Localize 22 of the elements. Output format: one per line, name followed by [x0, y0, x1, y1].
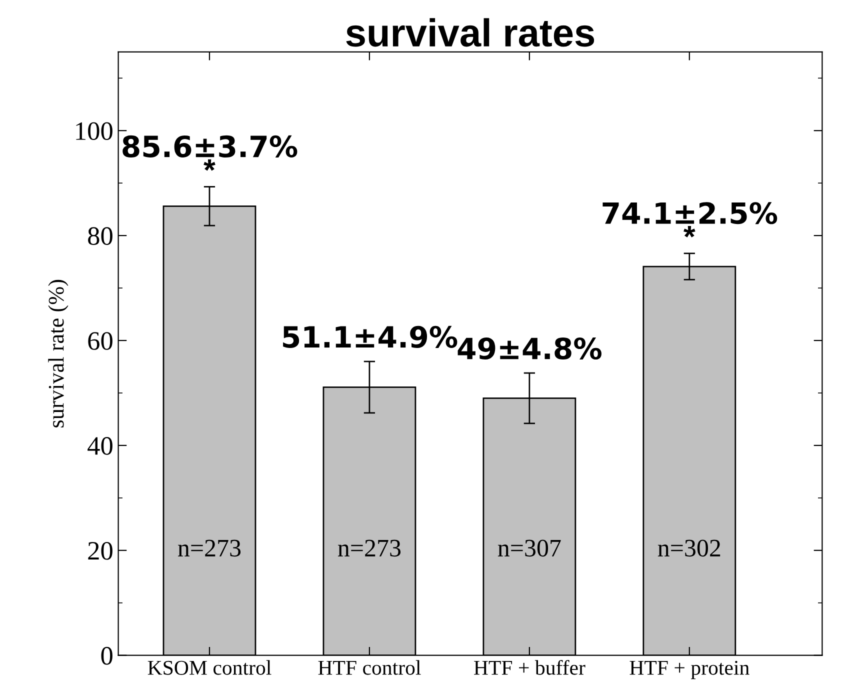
y-tick-label: 20: [88, 542, 112, 560]
y-axis-title: survival rate (%): [48, 280, 68, 428]
annotation: n=273: [338, 540, 401, 557]
x-tick-label: HTF + protein: [630, 660, 750, 680]
chart-title: survival rates: [346, 18, 594, 47]
data-label: 85.6±3.7%: [122, 135, 298, 158]
y-tick-label: 100: [76, 122, 112, 140]
annotation: *: [204, 159, 216, 171]
y-tick-label: 0: [101, 646, 112, 665]
x-tick-label: HTF + buffer: [474, 660, 586, 675]
y-tick-label: 40: [88, 437, 112, 455]
data-label: 49±4.8%: [458, 337, 602, 360]
x-tick-label: HTF control: [318, 660, 421, 675]
y-tick-label: 60: [88, 332, 112, 350]
annotation: n=302: [658, 540, 720, 557]
y-tick-label: 80: [88, 227, 112, 245]
data-label: 74.1±2.5%: [602, 202, 778, 224]
annotation: *: [684, 226, 696, 238]
annotation: n=307: [498, 540, 561, 557]
annotation: n=273: [178, 540, 241, 557]
data-label: 51.1±4.9%: [283, 326, 458, 348]
x-tick-label: KSOM control: [148, 660, 272, 675]
